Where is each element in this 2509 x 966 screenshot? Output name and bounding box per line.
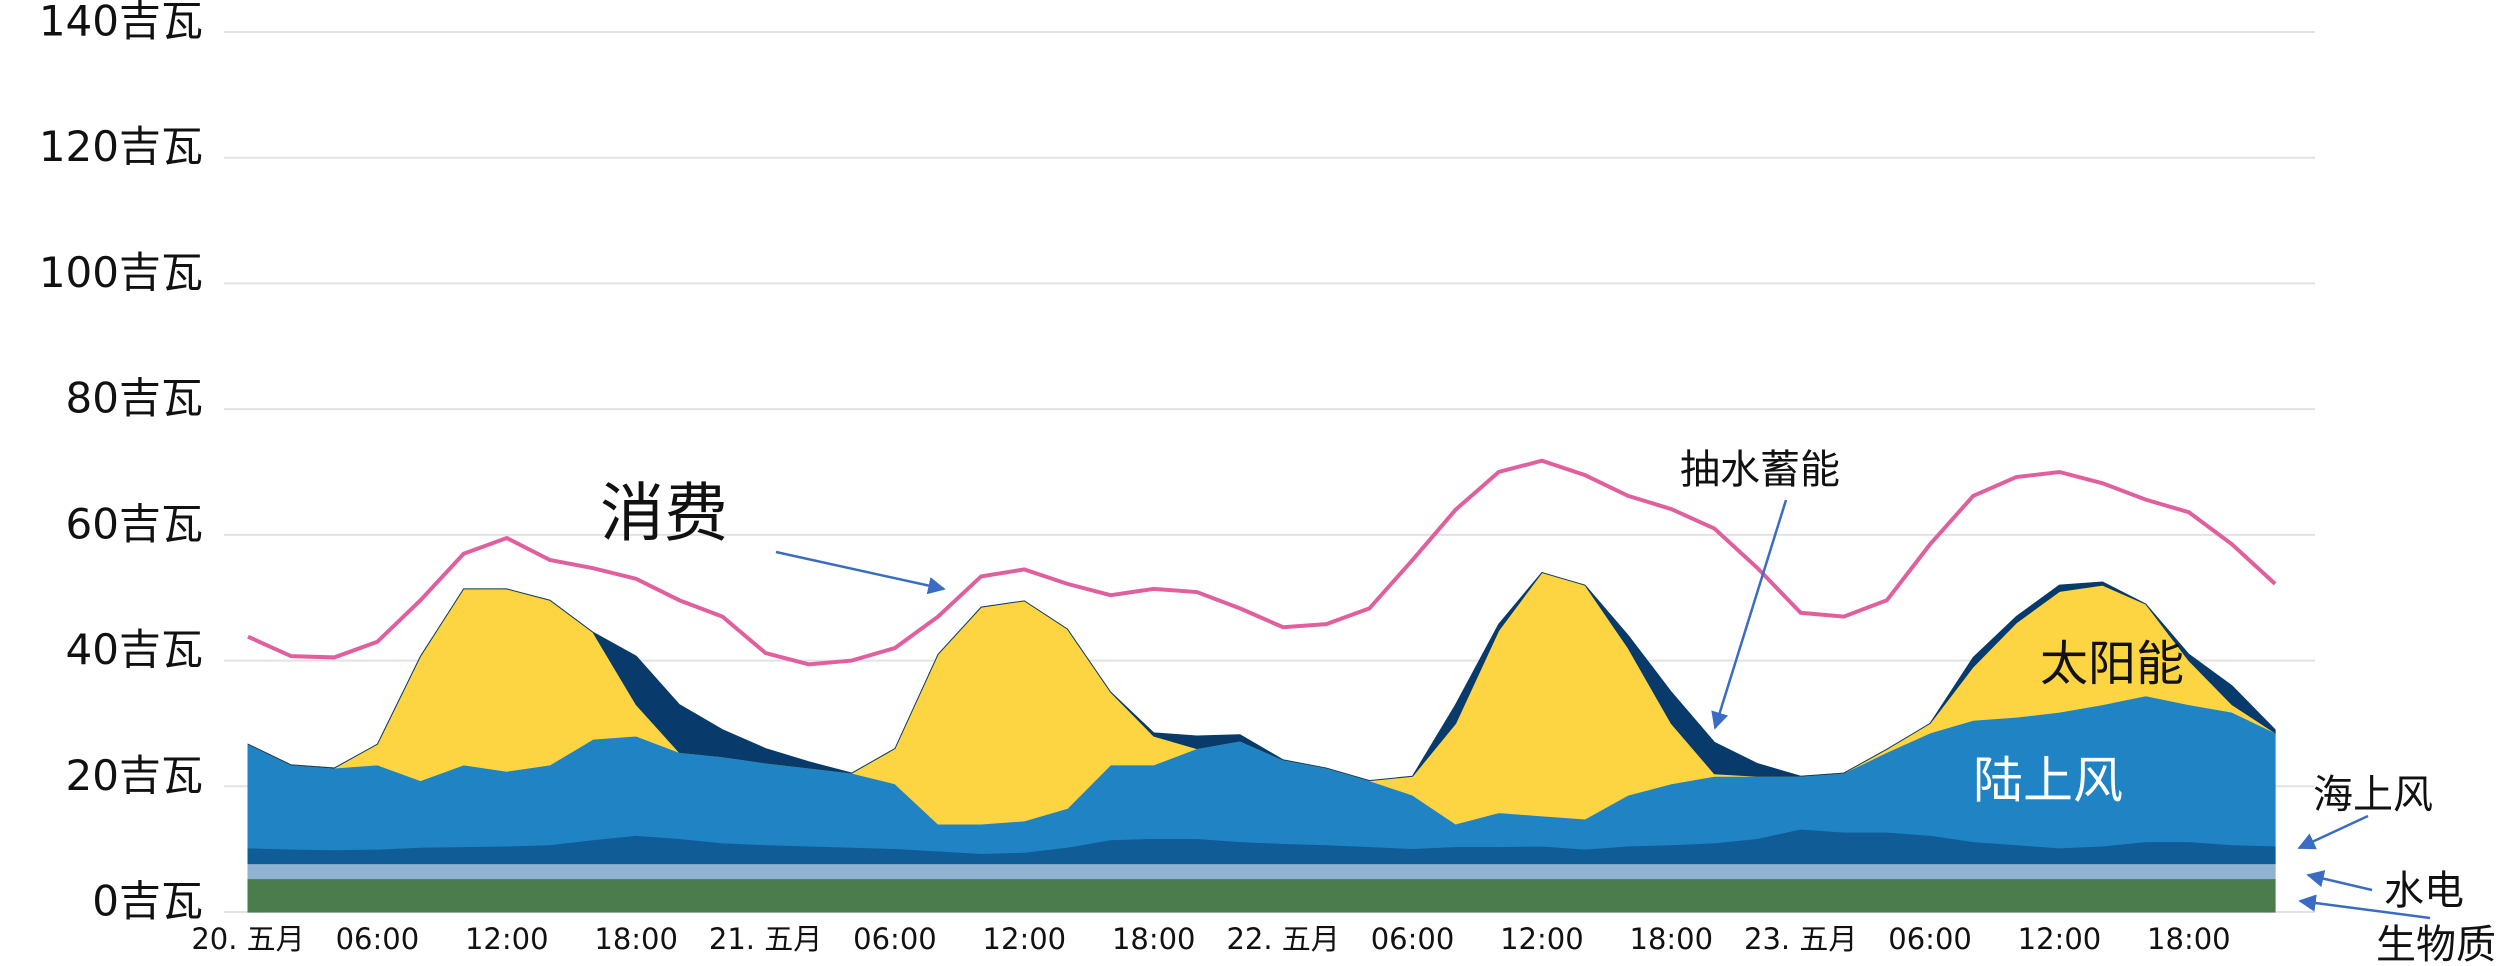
x-tick-label: 12:00	[465, 922, 549, 956]
y-tick-label: 0吉瓦	[92, 877, 203, 926]
x-tick-label: 12:00	[983, 922, 1067, 956]
y-tick-label: 100吉瓦	[39, 248, 203, 297]
x-tick-label: 18:00	[1630, 922, 1714, 956]
x-tick-label: 12:00	[2018, 922, 2102, 956]
series-label: 海上风	[2313, 772, 2433, 818]
y-tick-label: 80吉瓦	[66, 374, 203, 423]
y-tick-label: 20吉瓦	[66, 751, 203, 800]
x-tick-label: 06:00	[853, 922, 937, 956]
series-label: 生物质	[2376, 922, 2496, 966]
y-tick-label: 120吉瓦	[39, 122, 203, 171]
area	[247, 878, 2276, 913]
x-tick-label: 23. 五月	[1744, 922, 1857, 956]
annotation-arrow	[2298, 894, 2431, 920]
x-tick-label: 06:00	[1888, 922, 1972, 956]
x-tick-label: 12:00	[1500, 922, 1584, 956]
x-tick-label: 06:00	[336, 922, 420, 956]
consumption-line	[247, 458, 2277, 667]
annotation-arrow	[2306, 870, 2373, 892]
area	[247, 571, 2276, 782]
x-tick-label: 22. 五月	[1226, 922, 1339, 956]
series-label: 抽水蓄能	[1680, 447, 1840, 493]
y-tick-label: 60吉瓦	[66, 499, 203, 548]
line-label: 消费	[600, 478, 728, 552]
x-tick-label: 18:00	[2147, 922, 2231, 956]
x-tick-label: 20. 五月	[191, 922, 304, 956]
annotation-arrow	[775, 550, 946, 595]
y-tick-label: 140吉瓦	[39, 0, 203, 46]
area	[247, 863, 2276, 880]
x-tick-label: 18:00	[1112, 922, 1196, 956]
series-label: 陆上风	[1973, 752, 2123, 810]
annotation-arrow	[1711, 499, 1788, 730]
series-label: 太阳能	[2040, 636, 2184, 692]
annotation-arrow	[2297, 814, 2369, 850]
series-label: 水电	[2384, 868, 2464, 914]
y-tick-label: 40吉瓦	[66, 625, 203, 674]
x-tick-label: 06:00	[1371, 922, 1455, 956]
x-tick-label: 18:00	[594, 922, 678, 956]
x-tick-label: 21. 五月	[709, 922, 822, 956]
